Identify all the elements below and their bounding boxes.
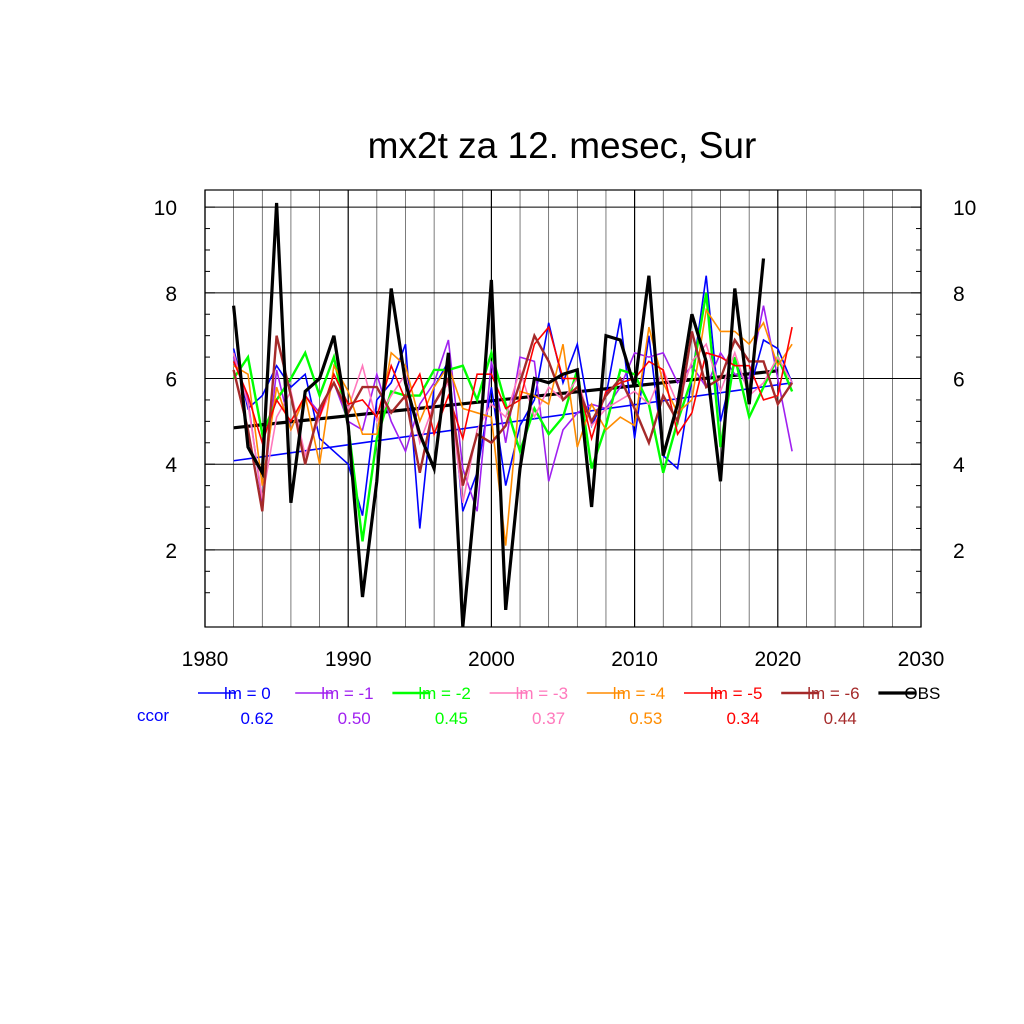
plot-frame — [204, 189, 922, 628]
legend-label: lm = -4 — [613, 684, 665, 703]
legend-label: lm = 0 — [224, 684, 271, 703]
y-tick-label-left: 6 — [165, 369, 177, 392]
y-tick-label-right: 10 — [953, 197, 976, 220]
ccor-label: ccor — [137, 706, 169, 725]
y-tick-label-right: 4 — [953, 454, 965, 477]
y-tick-label-left: 8 — [165, 283, 177, 306]
ccor-value: 0.37 — [532, 709, 565, 728]
legend-label: lm = -6 — [807, 684, 859, 703]
y-tick-label-right: 6 — [953, 369, 965, 392]
x-tick-label: 2030 — [898, 648, 945, 671]
ccor-value: 0.53 — [629, 709, 662, 728]
axes: 2 2 4 4 6 6 8 8 10 10 1980 1990 2000 2010 2020 2030 — [154, 189, 976, 671]
trend-line — [233, 369, 778, 430]
legend-label: lm = -3 — [516, 684, 568, 703]
x-tick-label: 2020 — [754, 648, 801, 671]
x-tick-label: 2000 — [468, 648, 515, 671]
x-tick-label: 2010 — [611, 648, 658, 671]
ccor-value: 0.44 — [824, 709, 857, 728]
legend-label: lm = -2 — [418, 684, 470, 703]
legend-label: lm = -5 — [710, 684, 762, 703]
ccor-value: 0.62 — [240, 709, 273, 728]
y-tick-label-right: 8 — [953, 283, 965, 306]
legend-label: lm = -1 — [321, 684, 373, 703]
series-line-0 — [232, 275, 793, 529]
x-tick-label: 1980 — [182, 648, 229, 671]
ccor-value: 0.50 — [338, 709, 371, 728]
legend: lm = 0 lm = -1 lm = -2 lm = -3 lm = -4 lm = -… — [198, 684, 940, 703]
y-tick-label-left: 10 — [154, 197, 177, 220]
trend-line — [233, 382, 793, 462]
series-line-6 — [232, 331, 794, 512]
x-tick-label: 1990 — [325, 648, 372, 671]
ccor-row: ccor 0.62 0.50 0.45 0.37 0.53 0.34 0.44 — [137, 706, 857, 728]
legend-label: OBS — [904, 684, 940, 703]
y-tick-label-left: 4 — [165, 454, 177, 477]
y-tick-label-left: 2 — [165, 540, 177, 563]
chart-title: mx2t za 12. mesec, Sur — [368, 125, 757, 166]
ccor-value: 0.45 — [435, 709, 468, 728]
y-tick-label-right: 2 — [953, 540, 965, 563]
series-line-7 — [232, 202, 766, 628]
series-lines — [232, 202, 794, 628]
ccor-value: 0.34 — [726, 709, 759, 728]
